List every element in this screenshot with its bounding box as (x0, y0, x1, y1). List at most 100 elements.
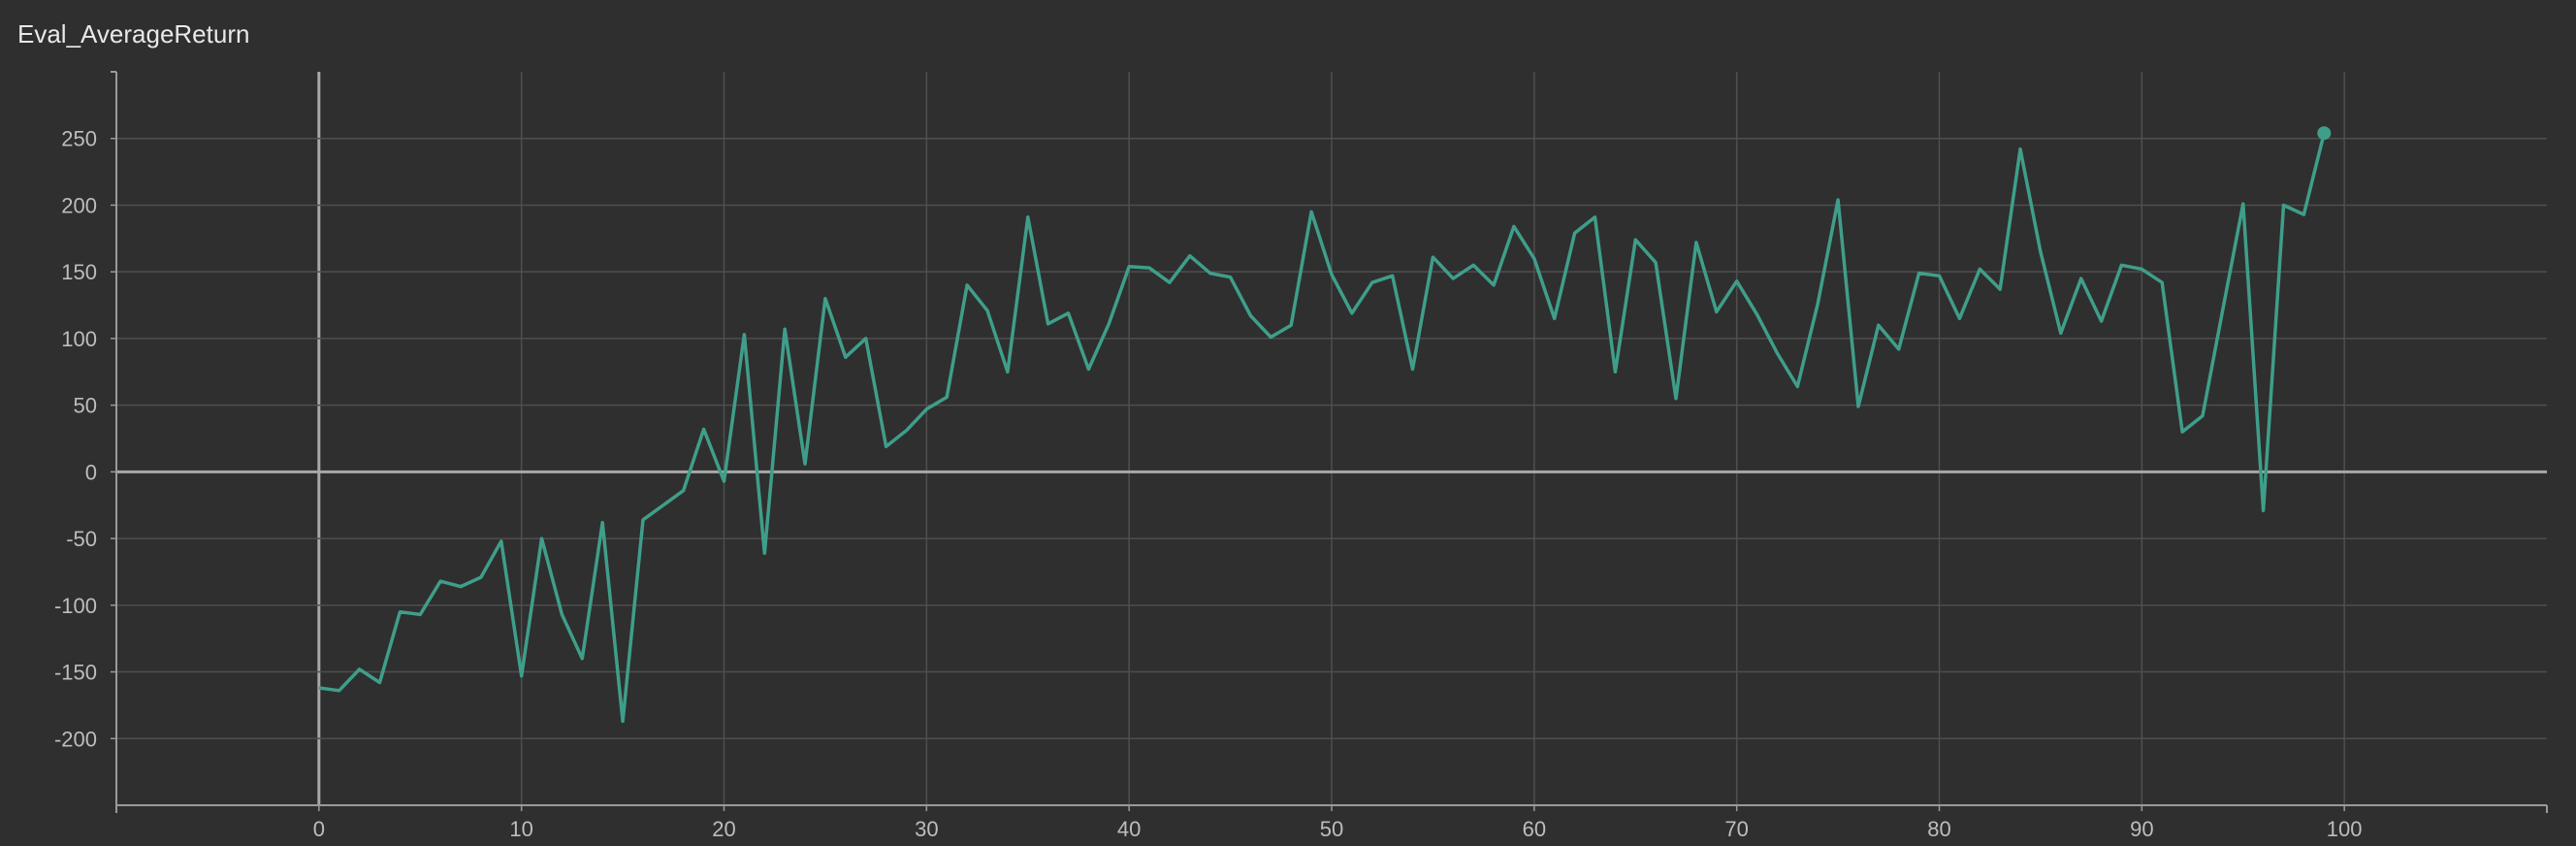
data-point (520, 674, 524, 678)
grid (116, 72, 2547, 805)
y-tick-label: 100 (61, 327, 97, 351)
data-point (985, 309, 989, 312)
y-tick-label: -200 (54, 727, 97, 751)
x-tick-label: 20 (712, 817, 735, 841)
axes (111, 71, 2548, 813)
data-point (1755, 312, 1759, 316)
data-point (1168, 280, 1172, 284)
data-point (1735, 279, 1739, 283)
data-point (2241, 202, 2245, 206)
data-point (1694, 241, 1698, 244)
data-point (1330, 273, 1334, 277)
data-point (1046, 322, 1050, 326)
x-tick-label: 0 (313, 817, 325, 841)
data-point (1674, 397, 1678, 401)
data-point (1086, 368, 1090, 372)
data-point (1147, 266, 1151, 270)
data-point (1248, 314, 1252, 318)
data-point (2140, 267, 2143, 271)
data-point (844, 355, 848, 359)
data-point (600, 521, 604, 525)
x-tick-label: 80 (1927, 817, 1950, 841)
data-point (1593, 215, 1596, 219)
data-point (2018, 147, 2022, 151)
data-point (1208, 272, 1212, 276)
data-point (479, 575, 483, 579)
y-tick-label: 150 (61, 260, 97, 284)
data-point (499, 539, 503, 543)
data-point (1613, 370, 1617, 374)
data-point (661, 504, 665, 507)
data-point (1654, 261, 1658, 265)
data-point (2039, 250, 2043, 254)
data-point (1938, 274, 1942, 277)
data-point (438, 579, 442, 583)
data-point (1978, 267, 1981, 271)
y-tick-label: -50 (66, 527, 97, 551)
x-tick-label: 50 (1320, 817, 1343, 841)
data-point (1391, 274, 1395, 277)
data-point (1957, 316, 1961, 320)
data-point (317, 686, 321, 690)
data-point (1107, 322, 1111, 326)
data-point (1127, 265, 1131, 269)
data-point (1856, 405, 1860, 408)
tick-labels: 0 10 20 30 40 50 60 70 80 90 100 -200 -150 -100 -50 0 50… (54, 127, 2363, 841)
data-point (803, 462, 807, 466)
data-point (2302, 212, 2305, 216)
data-point (1532, 256, 1536, 260)
last-point-marker (2317, 126, 2332, 141)
data-point (1411, 368, 1415, 372)
data-point (2262, 508, 2266, 512)
y-tick-label: 0 (85, 460, 97, 484)
data-point (1370, 280, 1374, 284)
data-point (762, 551, 766, 555)
data-point (1998, 287, 2002, 291)
data-point (723, 479, 726, 483)
data-point (1775, 351, 1779, 355)
data-point (2160, 280, 2164, 284)
data-point (358, 667, 362, 671)
data-point (560, 612, 564, 616)
data-point (885, 444, 888, 448)
chart-title: Eval_AverageReturn (17, 19, 250, 49)
data-point (540, 537, 544, 540)
data-point (702, 427, 706, 431)
data-point (1836, 198, 1840, 202)
data-point (1431, 255, 1434, 259)
data-point (1877, 323, 1881, 327)
data-point (924, 407, 928, 411)
data-point (1715, 309, 1719, 313)
y-tick-label: 50 (74, 394, 97, 418)
data-point (2180, 430, 2184, 434)
x-tick-label: 100 (2327, 817, 2363, 841)
data-point (1026, 215, 1030, 219)
data-point (338, 689, 341, 693)
data-point (1451, 277, 1455, 280)
data-point (1350, 311, 1354, 315)
y-tick-label: -150 (54, 661, 97, 685)
data-point (742, 333, 746, 337)
x-tick-label: 70 (1724, 817, 1748, 841)
data-point (904, 429, 908, 433)
y-tick-label: -100 (54, 594, 97, 618)
data-point (1553, 316, 1557, 320)
series-layer (317, 126, 2332, 724)
data-point (945, 395, 949, 399)
x-tick-label: 10 (509, 817, 532, 841)
data-point (864, 337, 868, 341)
data-point (641, 518, 645, 522)
data-point (459, 585, 463, 589)
data-point (2282, 203, 2286, 207)
data-point (1573, 231, 1577, 235)
data-point (2221, 308, 2225, 311)
data-point (2100, 319, 2104, 323)
data-point (1067, 311, 1071, 315)
data-point (1229, 276, 1233, 279)
x-tick-label: 40 (1117, 817, 1141, 841)
data-point (2059, 331, 2063, 335)
x-tick-label: 30 (915, 817, 938, 841)
data-point (1512, 224, 1516, 228)
